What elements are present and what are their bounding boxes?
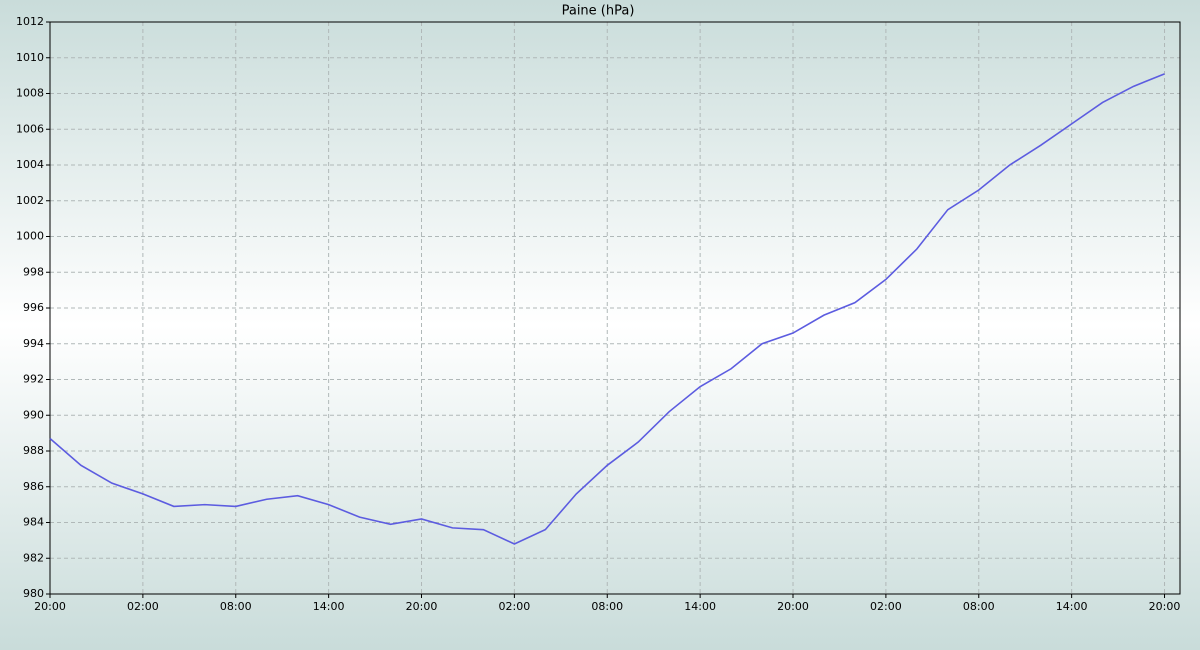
- x-tick-label: 14:00: [684, 600, 716, 613]
- y-tick-label: 996: [23, 301, 44, 314]
- y-tick-label: 1006: [16, 122, 44, 135]
- y-tick-label: 1000: [16, 230, 44, 243]
- x-tick-label: 02:00: [870, 600, 902, 613]
- y-tick-label: 980: [23, 587, 44, 600]
- plot-frame: [49, 21, 1181, 595]
- y-tick-label: 988: [23, 444, 44, 457]
- x-tick-label: 02:00: [127, 600, 159, 613]
- y-tick-label: 1004: [16, 158, 44, 171]
- x-tick-label: 20:00: [406, 600, 438, 613]
- x-tick-label: 02:00: [499, 600, 531, 613]
- x-tick-label: 14:00: [1056, 600, 1088, 613]
- y-tick-label: 998: [23, 265, 44, 278]
- y-tick-label: 992: [23, 373, 44, 386]
- x-tick-label: 20:00: [777, 600, 809, 613]
- x-tick-label: 20:00: [34, 600, 66, 613]
- x-tick-label: 20:00: [1149, 600, 1181, 613]
- y-tick-label: 1002: [16, 194, 44, 207]
- x-tick-label: 08:00: [963, 600, 995, 613]
- chart-title: Paine (hPa): [562, 4, 635, 19]
- y-tick-label: 986: [23, 480, 44, 493]
- y-tick-label: 1008: [16, 87, 44, 100]
- x-tick-label: 08:00: [591, 600, 623, 613]
- y-tick-label: 990: [23, 408, 44, 421]
- data-line: [49, 73, 1165, 545]
- y-tick-label: 1012: [16, 15, 44, 28]
- x-tick-label: 14:00: [313, 600, 345, 613]
- y-tick-label: 984: [23, 516, 44, 529]
- y-tick-label: 1010: [16, 51, 44, 64]
- y-tick-label: 994: [23, 337, 44, 350]
- y-tick-label: 982: [23, 551, 44, 564]
- x-tick-label: 08:00: [220, 600, 252, 613]
